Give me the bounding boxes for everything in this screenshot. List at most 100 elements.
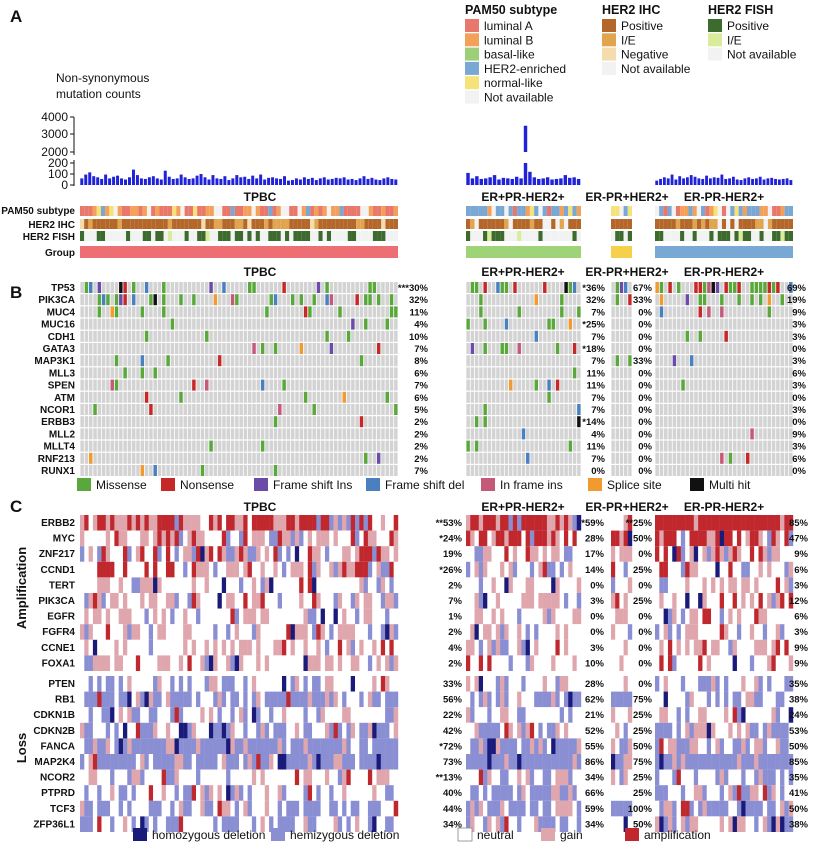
mutation-cell: [368, 452, 372, 464]
mutation-cell: [243, 440, 248, 452]
cnv-cell: [495, 639, 501, 656]
cnv-cell: [187, 655, 192, 671]
cnv-cell: [749, 530, 755, 547]
mutation-cell: [346, 379, 351, 391]
mutation-cell: [149, 404, 153, 415]
cnv-cell: [312, 722, 317, 739]
mutation-cell: [97, 428, 102, 440]
cnv-cell: [655, 691, 660, 708]
cnv-cell: [110, 561, 115, 578]
mutation-cell: [470, 416, 475, 428]
mutation-cell: [624, 355, 628, 367]
mutation-cell: [521, 379, 526, 391]
cnv-cell: [623, 691, 628, 708]
cnv-cell: [183, 639, 188, 656]
mutation-cell: [196, 452, 200, 464]
mutation-cell: [355, 330, 359, 342]
cnv-cell: [659, 515, 664, 531]
cnv-cell: [346, 691, 351, 708]
cnv-cell: [196, 722, 201, 739]
cnv-cell: [110, 707, 115, 723]
mutation-cell: [84, 282, 89, 293]
cnv-cell: [208, 608, 214, 625]
cnv-cell: [685, 593, 690, 609]
mutation-cell: [664, 343, 668, 354]
cnv-cell: [491, 593, 497, 609]
mutation-cell: [504, 306, 509, 318]
cnv-cell: [534, 593, 539, 609]
cnv-cell: [538, 722, 543, 739]
mutation-cell: [685, 452, 690, 464]
cnv-cell: [342, 639, 347, 656]
pam50-cell: [559, 206, 564, 216]
pam50-cell: [671, 206, 676, 216]
cnv-cell: [762, 707, 768, 723]
cnv-cell: [563, 722, 569, 739]
cnv-cell: [542, 707, 548, 723]
cnv-cell: [627, 655, 633, 671]
mutation-cell: [252, 391, 256, 403]
her2-fish-cell: [627, 231, 632, 241]
mutation-percent: 0%: [638, 442, 652, 453]
cnv-cell: [780, 691, 785, 708]
cnv-cell: [724, 639, 729, 656]
cnv-cell: [495, 655, 501, 671]
mutation-cell: [88, 452, 93, 464]
cnv-cell: [546, 515, 552, 531]
mutation-cell: [685, 355, 690, 367]
mutation-cell: [114, 391, 119, 403]
cnv-cell: [170, 608, 175, 625]
her2-fish-cell: [495, 231, 501, 241]
mutation-cell: [724, 318, 728, 330]
mutation-cell: [127, 391, 132, 403]
cnv-cell: [619, 546, 624, 562]
cnv-cell: [702, 624, 707, 640]
mutation-cell: [282, 330, 286, 342]
mutation-cell: [771, 452, 776, 464]
cnv-cell: [178, 577, 184, 593]
cnv-cell: [470, 707, 475, 723]
cnv-cell: [290, 722, 296, 739]
mutation-cell: [750, 452, 754, 464]
mutation-cell: [252, 294, 256, 306]
mutation-cell: [209, 318, 213, 330]
mutation-cell: [144, 379, 149, 391]
pam50-cell: [343, 206, 348, 216]
pam50-cell: [84, 206, 89, 216]
cnv-cell: [663, 707, 669, 723]
cnv-cell: [286, 655, 291, 671]
cnv-cell: [542, 608, 548, 625]
cnv-cell: [693, 546, 699, 562]
mutation-cell: [615, 367, 619, 379]
her2-fish-cell: [542, 231, 547, 241]
cnv-cell: [153, 530, 158, 547]
her2-fish-cell: [738, 231, 743, 241]
mutation-cell: [381, 404, 385, 415]
mutation-cell: [131, 306, 136, 318]
mutation-cell: [372, 343, 377, 354]
mutation-cell: [780, 355, 784, 367]
cnv-cell: [706, 676, 712, 692]
cnv-cell: [576, 515, 582, 531]
mutation-cell: [745, 416, 750, 428]
mutation-bar: [84, 174, 88, 185]
pam50-cell: [495, 206, 501, 216]
mutation-cell: [745, 367, 750, 379]
her2-ihc-cell: [563, 219, 569, 229]
mutation-cell: [325, 391, 329, 403]
mutation-cell: [381, 294, 385, 306]
mutation-cell: [106, 330, 110, 342]
mutation-cell: [733, 440, 737, 452]
cnv-cell: [470, 691, 475, 708]
cnv-cell: [217, 691, 223, 708]
mutation-cell: [200, 379, 205, 391]
cnv-cell: [376, 722, 382, 739]
mutation-cell: [351, 428, 355, 440]
pam50-cell: [483, 206, 488, 216]
group-title-er-neg-pr-neg-c: ER-PR-HER2+: [684, 500, 764, 514]
cnv-cell: [758, 707, 764, 723]
cnv-cell: [663, 624, 669, 640]
mutation-cell: [131, 416, 136, 428]
mutation-cell: [144, 367, 149, 379]
cnv-cell: [273, 639, 278, 656]
